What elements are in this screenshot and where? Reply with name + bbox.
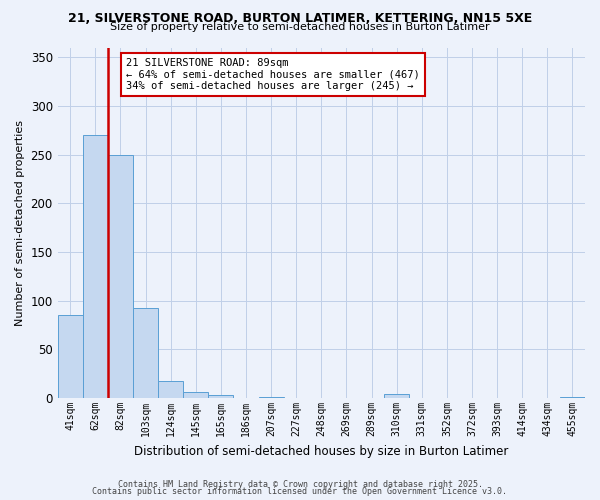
X-axis label: Distribution of semi-detached houses by size in Burton Latimer: Distribution of semi-detached houses by …: [134, 444, 509, 458]
Bar: [208, 395, 233, 398]
Bar: [259, 397, 284, 398]
Text: Contains public sector information licensed under the Open Government Licence v3: Contains public sector information licen…: [92, 487, 508, 496]
Bar: [560, 397, 585, 398]
Bar: [384, 394, 409, 398]
Bar: [58, 316, 83, 398]
Bar: [183, 392, 208, 398]
Bar: [108, 154, 133, 398]
Text: Size of property relative to semi-detached houses in Burton Latimer: Size of property relative to semi-detach…: [110, 22, 490, 32]
Text: Contains HM Land Registry data © Crown copyright and database right 2025.: Contains HM Land Registry data © Crown c…: [118, 480, 482, 489]
Bar: [83, 135, 108, 398]
Bar: [158, 380, 183, 398]
Bar: [133, 308, 158, 398]
Y-axis label: Number of semi-detached properties: Number of semi-detached properties: [15, 120, 25, 326]
Text: 21 SILVERSTONE ROAD: 89sqm
← 64% of semi-detached houses are smaller (467)
34% o: 21 SILVERSTONE ROAD: 89sqm ← 64% of semi…: [126, 58, 420, 91]
Text: 21, SILVERSTONE ROAD, BURTON LATIMER, KETTERING, NN15 5XE: 21, SILVERSTONE ROAD, BURTON LATIMER, KE…: [68, 12, 532, 26]
